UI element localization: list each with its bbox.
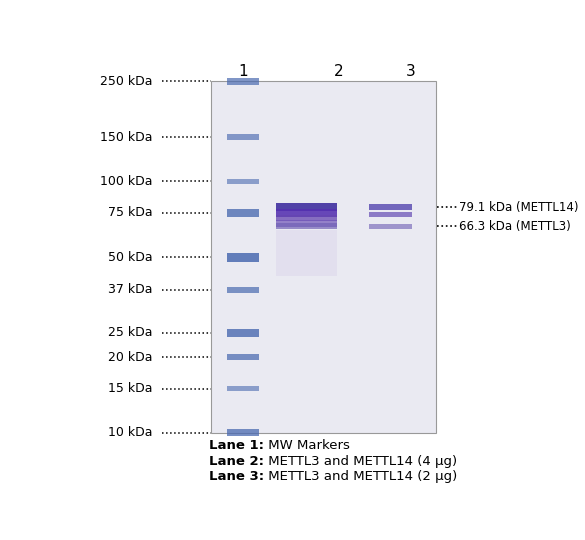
Bar xyxy=(369,212,412,217)
Text: 15 kDa: 15 kDa xyxy=(108,382,153,395)
Text: METTL3 and METTL14 (4 μg): METTL3 and METTL14 (4 μg) xyxy=(264,455,457,468)
Bar xyxy=(227,386,260,391)
Bar xyxy=(227,253,260,262)
Bar xyxy=(276,203,337,211)
Text: 20 kDa: 20 kDa xyxy=(108,350,153,363)
Text: 1: 1 xyxy=(238,64,248,79)
Bar xyxy=(227,429,260,436)
Text: 150 kDa: 150 kDa xyxy=(100,131,153,144)
Text: 50 kDa: 50 kDa xyxy=(108,251,153,264)
Text: 79.1 kDa (METTL14): 79.1 kDa (METTL14) xyxy=(459,200,579,213)
Text: 25 kDa: 25 kDa xyxy=(108,326,153,339)
Bar xyxy=(276,215,337,221)
Bar xyxy=(369,204,412,210)
Text: Lane 3:: Lane 3: xyxy=(209,470,264,483)
Bar xyxy=(227,78,260,85)
Text: 2: 2 xyxy=(333,64,343,79)
Text: Lane 1:: Lane 1: xyxy=(209,439,264,452)
Text: 250 kDa: 250 kDa xyxy=(100,75,153,88)
Bar xyxy=(227,329,260,337)
Text: 37 kDa: 37 kDa xyxy=(108,284,153,296)
Text: METTL3 and METTL14 (2 μg): METTL3 and METTL14 (2 μg) xyxy=(264,470,457,483)
Text: MW Markers: MW Markers xyxy=(264,439,350,452)
Bar xyxy=(276,230,337,276)
Text: 100 kDa: 100 kDa xyxy=(100,175,153,188)
Bar xyxy=(276,220,337,227)
Bar xyxy=(227,354,260,360)
Bar xyxy=(211,82,436,433)
Text: 10 kDa: 10 kDa xyxy=(108,426,153,439)
Text: 75 kDa: 75 kDa xyxy=(108,206,153,219)
Bar xyxy=(227,179,260,184)
Bar xyxy=(276,224,337,229)
Text: 3: 3 xyxy=(406,64,416,79)
Bar xyxy=(227,209,260,217)
Text: Lane 2:: Lane 2: xyxy=(209,455,264,468)
Bar xyxy=(369,224,412,229)
Bar xyxy=(227,287,260,293)
Bar xyxy=(227,134,260,140)
Text: 66.3 kDa (METTL3): 66.3 kDa (METTL3) xyxy=(459,220,571,233)
Bar xyxy=(276,208,337,217)
